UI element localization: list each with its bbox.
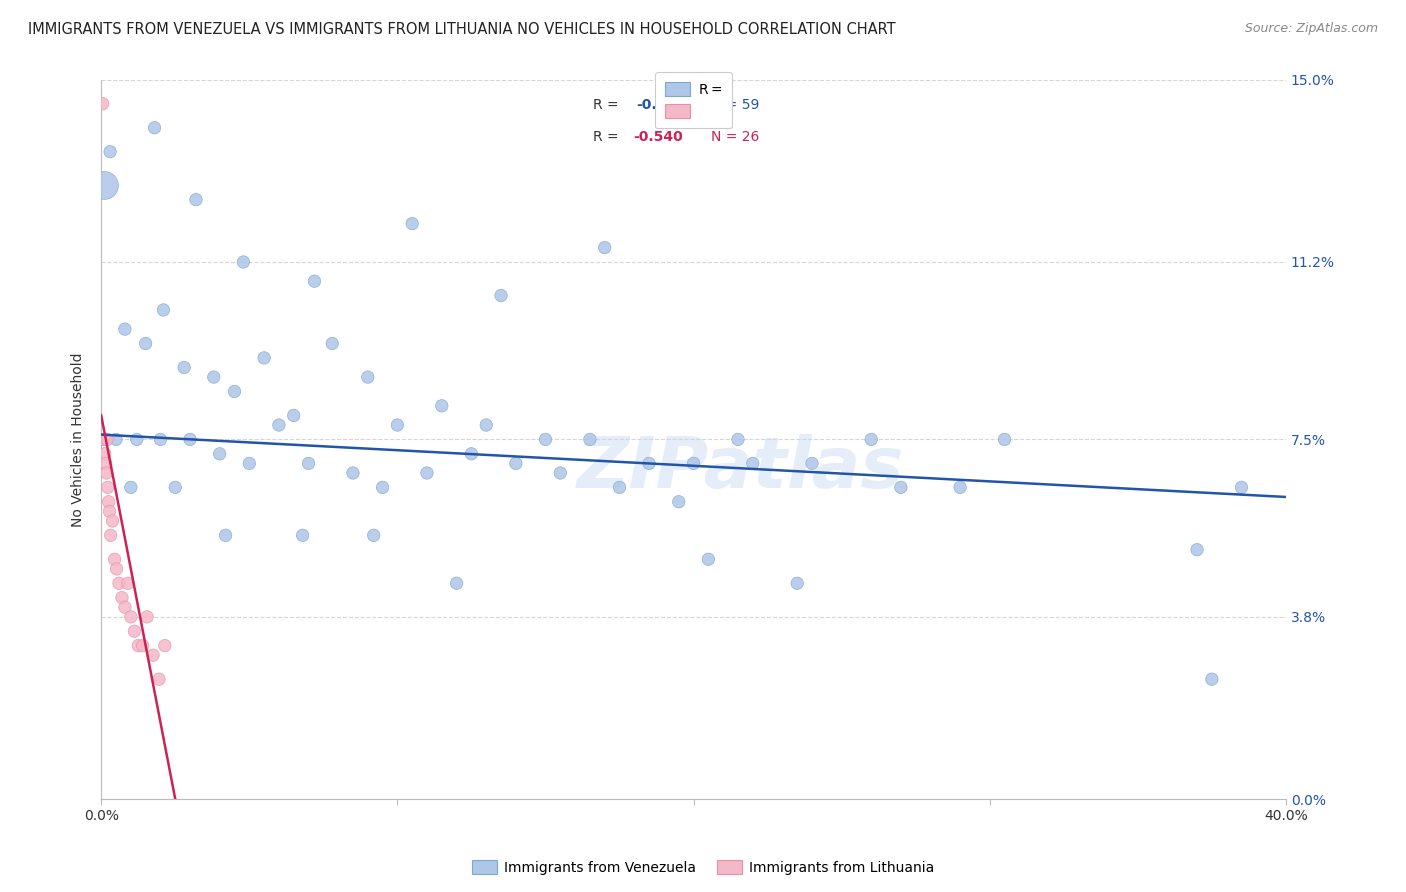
Point bbox=[1201, 672, 1223, 686]
Point bbox=[321, 336, 343, 351]
Point bbox=[342, 466, 364, 480]
Point bbox=[120, 610, 142, 624]
Point bbox=[548, 466, 571, 480]
Point bbox=[801, 457, 824, 471]
Point bbox=[142, 648, 165, 663]
Point bbox=[609, 480, 631, 494]
Point bbox=[446, 576, 468, 591]
Point bbox=[786, 576, 808, 591]
Text: ZIPatlas: ZIPatlas bbox=[578, 434, 904, 503]
Point bbox=[534, 433, 557, 447]
Text: N = 59: N = 59 bbox=[711, 98, 759, 112]
Point bbox=[357, 370, 380, 384]
Text: -0.112: -0.112 bbox=[637, 98, 686, 112]
Point bbox=[97, 495, 120, 509]
Point bbox=[105, 433, 128, 447]
Point bbox=[232, 255, 254, 269]
Point bbox=[697, 552, 720, 566]
Point bbox=[148, 672, 170, 686]
Point bbox=[475, 417, 498, 432]
Point bbox=[124, 624, 146, 639]
Point bbox=[103, 552, 125, 566]
Point bbox=[638, 457, 661, 471]
Point bbox=[291, 528, 314, 542]
Point bbox=[96, 466, 118, 480]
Point bbox=[97, 480, 120, 494]
Point bbox=[94, 457, 117, 471]
Point bbox=[460, 447, 482, 461]
Point bbox=[741, 457, 763, 471]
Legend: Immigrants from Venezuela, Immigrants from Lithuania: Immigrants from Venezuela, Immigrants fr… bbox=[467, 855, 939, 880]
Point bbox=[1185, 542, 1208, 557]
Point bbox=[173, 360, 195, 375]
Point bbox=[267, 417, 290, 432]
Point bbox=[105, 562, 128, 576]
Text: R =: R = bbox=[593, 130, 619, 145]
Point bbox=[224, 384, 246, 399]
Point bbox=[91, 96, 114, 111]
Point bbox=[202, 370, 225, 384]
Legend: $\mathregular{R =\ \ }$, : $\mathregular{R =\ \ }$, bbox=[655, 72, 733, 128]
Point bbox=[184, 193, 207, 207]
Point bbox=[165, 480, 187, 494]
Point bbox=[98, 504, 121, 518]
Text: R =: R = bbox=[593, 98, 619, 112]
Point bbox=[401, 217, 423, 231]
Point bbox=[430, 399, 453, 413]
Point bbox=[238, 457, 260, 471]
Point bbox=[93, 178, 115, 193]
Point bbox=[93, 433, 115, 447]
Point bbox=[668, 495, 690, 509]
Point bbox=[120, 480, 142, 494]
Point bbox=[127, 639, 149, 653]
Point bbox=[98, 145, 121, 159]
Point bbox=[208, 447, 231, 461]
Point bbox=[152, 302, 174, 317]
Point bbox=[111, 591, 134, 605]
Point bbox=[214, 528, 236, 542]
Point bbox=[890, 480, 912, 494]
Point bbox=[114, 322, 136, 336]
Point bbox=[114, 600, 136, 615]
Point bbox=[363, 528, 385, 542]
Point bbox=[1230, 480, 1253, 494]
Point bbox=[153, 639, 176, 653]
Point bbox=[117, 576, 139, 591]
Y-axis label: No Vehicles in Household: No Vehicles in Household bbox=[72, 352, 86, 526]
Point bbox=[93, 433, 115, 447]
Point bbox=[593, 241, 616, 255]
Point bbox=[101, 514, 124, 528]
Point bbox=[489, 288, 512, 302]
Point bbox=[143, 120, 166, 135]
Point bbox=[135, 336, 157, 351]
Point bbox=[125, 433, 148, 447]
Point bbox=[993, 433, 1015, 447]
Point bbox=[179, 433, 201, 447]
Point bbox=[371, 480, 394, 494]
Point bbox=[682, 457, 704, 471]
Text: -0.540: -0.540 bbox=[633, 130, 683, 145]
Point bbox=[304, 274, 326, 288]
Point bbox=[253, 351, 276, 365]
Point bbox=[108, 576, 131, 591]
Point bbox=[131, 639, 153, 653]
Point bbox=[416, 466, 439, 480]
Point bbox=[283, 409, 305, 423]
Point bbox=[727, 433, 749, 447]
Point bbox=[860, 433, 883, 447]
Point bbox=[94, 447, 117, 461]
Point bbox=[949, 480, 972, 494]
Point bbox=[149, 433, 172, 447]
Point bbox=[297, 457, 319, 471]
Text: IMMIGRANTS FROM VENEZUELA VS IMMIGRANTS FROM LITHUANIA NO VEHICLES IN HOUSEHOLD : IMMIGRANTS FROM VENEZUELA VS IMMIGRANTS … bbox=[28, 22, 896, 37]
Point bbox=[579, 433, 602, 447]
Point bbox=[387, 417, 409, 432]
Text: Source: ZipAtlas.com: Source: ZipAtlas.com bbox=[1244, 22, 1378, 36]
Point bbox=[96, 433, 118, 447]
Point bbox=[136, 610, 159, 624]
Text: N = 26: N = 26 bbox=[711, 130, 759, 145]
Point bbox=[100, 528, 122, 542]
Point bbox=[505, 457, 527, 471]
